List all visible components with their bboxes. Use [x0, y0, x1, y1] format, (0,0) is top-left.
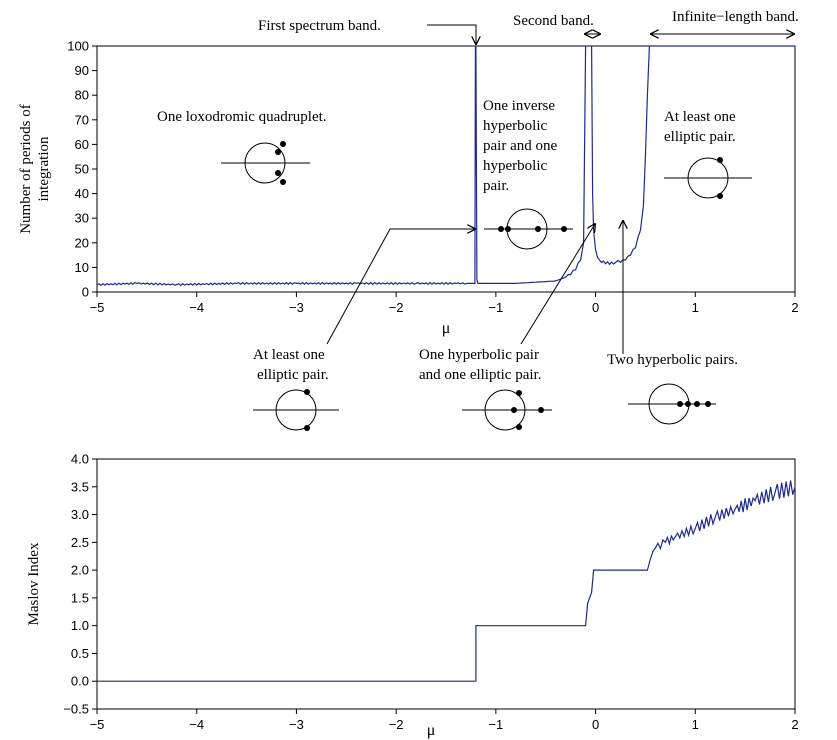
x-axis-label-top: μ	[442, 320, 451, 337]
diagram-hyperbolic-elliptic	[462, 389, 552, 431]
x-tick-label: −5	[90, 717, 105, 732]
x-tick-label: 2	[791, 300, 798, 315]
y-tick-label: 20	[75, 235, 89, 250]
x-tick-label: 2	[791, 717, 798, 732]
x-axis-label-bottom: μ	[427, 722, 436, 739]
y-tick-label: 80	[75, 88, 89, 103]
x-tick-label: −2	[389, 717, 404, 732]
y-tick-label: 100	[67, 39, 89, 54]
x-tick-label: 1	[692, 717, 699, 732]
arrow-first-band	[427, 24, 476, 44]
y-tick-label: 10	[75, 260, 89, 275]
diagram-loxodromic	[221, 141, 310, 185]
y-tick-label: 3.5	[71, 479, 89, 494]
diagram-elliptic-left	[253, 389, 339, 431]
svg-text:One hyperbolic pair: One hyperbolic pair	[419, 347, 539, 363]
annotation-elliptic-right: At least one elliptic pair.	[664, 109, 736, 145]
y-tick-label: 0	[82, 285, 89, 300]
y-axis-label-top-line1: Number of periods of	[18, 104, 34, 234]
annotation-second-band: Second band.	[513, 13, 594, 29]
y-tick-label: 3.0	[71, 507, 89, 522]
annotation-strip: At least one elliptic pair. One hyperbol…	[253, 347, 738, 431]
svg-text:elliptic pair.: elliptic pair.	[664, 129, 736, 145]
series-line-maslov	[97, 480, 796, 682]
y-axis-label-bottom: Maslov Index	[26, 542, 42, 625]
svg-text:pair and one: pair and one	[483, 138, 557, 154]
svg-text:At least one: At least one	[664, 109, 736, 125]
y-tick-label: 30	[75, 211, 89, 226]
annotation-loxodromic: One loxodromic quadruplet.	[157, 109, 327, 125]
x-tick-label: −1	[488, 717, 503, 732]
x-tick-label: 1	[692, 300, 699, 315]
svg-text:pair.: pair.	[483, 178, 509, 194]
arrow-hyperbolic-elliptic	[520, 224, 595, 345]
x-tick-label: −5	[90, 300, 105, 315]
y-axis-label-top-line2: integration	[36, 136, 52, 201]
y-tick-label: 40	[75, 186, 89, 201]
y-tick-label: −0.5	[63, 702, 89, 717]
y-tick-label: 70	[75, 112, 89, 127]
annotation-elliptic-left: At least one elliptic pair.	[253, 347, 329, 383]
annotation-hyperbolic-elliptic: One hyperbolic pair and one elliptic pai…	[419, 347, 541, 383]
svg-text:One inverse: One inverse	[483, 98, 555, 114]
y-tick-label: 0.0	[71, 674, 89, 689]
series-line-periods	[96, 45, 795, 287]
x-tick-label: −4	[189, 300, 204, 315]
y-tick-label: 2.0	[71, 563, 89, 578]
annotation-first-spectrum-band: First spectrum band.	[258, 18, 381, 34]
diagram-two-hyperbolic	[628, 383, 716, 425]
svg-text:At least one: At least one	[253, 347, 325, 363]
diagram-inverse-hyperbolic	[484, 208, 573, 250]
x-tick-label: −3	[289, 300, 304, 315]
x-tick-label: −3	[289, 717, 304, 732]
x-tick-label: −1	[488, 300, 503, 315]
y-tick-label: 1.5	[71, 590, 89, 605]
y-tick-label: 90	[75, 63, 89, 78]
x-tick-label: −2	[389, 300, 404, 315]
plot-frame-bottom	[96, 458, 796, 710]
y-tick-label: 2.5	[71, 535, 89, 550]
diagram-elliptic-right	[664, 157, 752, 199]
svg-text:elliptic pair.: elliptic pair.	[257, 367, 329, 383]
y-tick-label: 50	[75, 162, 89, 177]
svg-text:hyperbolic: hyperbolic	[483, 158, 547, 174]
x-tick-label: 0	[592, 300, 599, 315]
x-tick-label: 0	[592, 717, 599, 732]
y-tick-label: 1.0	[71, 618, 89, 633]
chart-periods-of-integration: −5 −4 −3 −2 −1 0 1 2 0 10 20 30 40 50 60 70 80 90 100 Num…	[18, 9, 799, 354]
annotation-two-hyperbolic: Two hyperbolic pairs.	[607, 352, 738, 368]
y-tick-label: 60	[75, 137, 89, 152]
annotation-inverse-hyperbolic: One inverse hyperbolic pair and one hype…	[483, 98, 557, 194]
svg-text:hyperbolic: hyperbolic	[483, 118, 547, 134]
chart-maslov-index: −5 −4 −3 −2 −1 0 1 2 −0.5 0.0 0.5 1.0 1.5 2.0 2.5 3.0 3…	[26, 452, 799, 740]
svg-text:and one elliptic pair.: and one elliptic pair.	[419, 367, 541, 383]
arrow-elliptic-left	[326, 229, 475, 345]
x-tick-label: −4	[189, 717, 204, 732]
y-tick-label: 4.0	[71, 452, 89, 467]
annotation-infinite-band: Infinite−length band.	[672, 9, 799, 25]
y-tick-label: 0.5	[71, 646, 89, 661]
